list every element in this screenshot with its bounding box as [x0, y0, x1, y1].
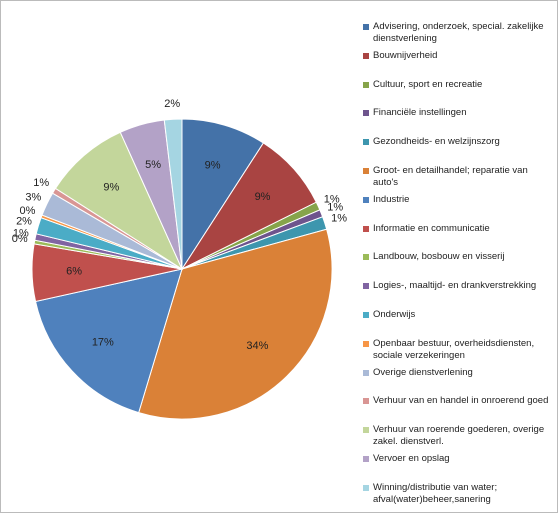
pie-slice — [163, 118, 183, 270]
legend-label: Industrie — [373, 193, 410, 205]
data-label: 9% — [205, 159, 221, 171]
data-label: 9% — [103, 181, 119, 193]
legend-swatch — [363, 196, 369, 203]
legend-item: Verhuur van en handel in onroerend goed — [361, 395, 551, 407]
legend-label: Openbaar bestuur, overheidsdiensten, soc… — [373, 337, 535, 361]
pie-slice — [138, 228, 333, 420]
legend-label: Winning/distributie van water; afval(wat… — [373, 481, 498, 505]
legend-swatch — [363, 254, 369, 261]
legend-item: Verhuur van roerende goederen, overige z… — [361, 424, 551, 448]
legend-label: Cultuur, sport en recreatie — [373, 78, 483, 90]
data-label: 1% — [33, 177, 49, 189]
data-label: 6% — [66, 266, 82, 278]
legend-item: Informatie en communicatie — [361, 223, 551, 235]
legend-label: Landbouw, bosbouw en visserij — [373, 251, 505, 263]
legend-swatch — [363, 427, 369, 434]
legend-item: Bouwnijverheid — [361, 50, 551, 62]
legend-item: Overige dienstverlening — [361, 367, 551, 379]
legend-swatch — [363, 110, 369, 117]
data-label: 17% — [92, 336, 114, 348]
legend-label: Financiële instellingen — [373, 107, 467, 119]
data-label: 0% — [12, 233, 28, 245]
legend-label: Gezondheids- en welzijnszorg — [373, 136, 500, 148]
legend-swatch — [363, 225, 369, 232]
legend-item: Gezondheids- en welzijnszorg — [361, 136, 551, 148]
legend-swatch — [363, 24, 369, 30]
legend-label: Logies-, maaltijd- en drankverstrekking — [373, 280, 537, 292]
legend-swatch — [363, 398, 369, 405]
legend-item: Winning/distributie van water; afval(wat… — [361, 482, 551, 506]
legend-label: Overige dienstverlening — [373, 366, 473, 378]
legend-swatch — [363, 484, 369, 491]
legend-item: Financiële instellingen — [361, 107, 551, 119]
legend-item: Onderwijs — [361, 309, 551, 321]
data-label: 2% — [164, 98, 180, 110]
legend-swatch — [363, 81, 369, 88]
legend-item: Advisering, onderzoek, special. zakelijk… — [361, 21, 551, 45]
legend-swatch — [363, 139, 369, 146]
legend-swatch — [363, 52, 369, 59]
legend-item: Landbouw, bosbouw en visserij — [361, 251, 551, 263]
data-label: 34% — [246, 340, 268, 352]
legend-label: Groot- en detailhandel; reparatie van au… — [373, 165, 528, 188]
legend-swatch — [363, 312, 369, 318]
legend-label: Vervoer en opslag — [373, 453, 450, 464]
data-label: 3% — [25, 191, 41, 203]
legend-item: Vervoer en opslag — [361, 453, 551, 465]
legend-item: Openbaar bestuur, overheidsdiensten, soc… — [361, 338, 551, 362]
legend-swatch — [363, 168, 369, 174]
legend-item: Groot- en detailhandel; reparatie van au… — [361, 165, 551, 189]
data-label: 0% — [20, 205, 36, 217]
data-label: 1% — [331, 212, 347, 224]
legend-label: Informatie en communicatie — [373, 222, 490, 234]
pie-slice — [181, 118, 265, 271]
pie-slice — [34, 268, 183, 414]
legend-label: Verhuur van roerende goederen, overige z… — [373, 424, 545, 448]
data-label: 1% — [324, 194, 340, 206]
data-label: 2% — [16, 215, 32, 227]
legend-item: Cultuur, sport en recreatie — [361, 79, 551, 91]
data-label: 1% — [13, 228, 29, 240]
data-label: 9% — [255, 191, 271, 203]
legend-swatch — [363, 283, 369, 290]
legend-label: Bouwnijverheid — [373, 49, 438, 61]
legend-label: Verhuur van en handel in onroerend goed — [373, 395, 549, 407]
legend-label: Advisering, onderzoek, special. zakelijk… — [373, 21, 544, 44]
legend-swatch — [363, 369, 369, 376]
legend-item: Logies-, maaltijd- en drankverstrekking — [361, 280, 551, 292]
legend-swatch — [363, 456, 369, 462]
data-label: 5% — [145, 159, 161, 171]
legend-swatch — [363, 340, 369, 347]
legend-item: Industrie — [361, 194, 551, 206]
data-label: 1% — [327, 202, 343, 214]
pie-slice — [54, 131, 184, 271]
legend-label: Onderwijs — [373, 309, 416, 320]
